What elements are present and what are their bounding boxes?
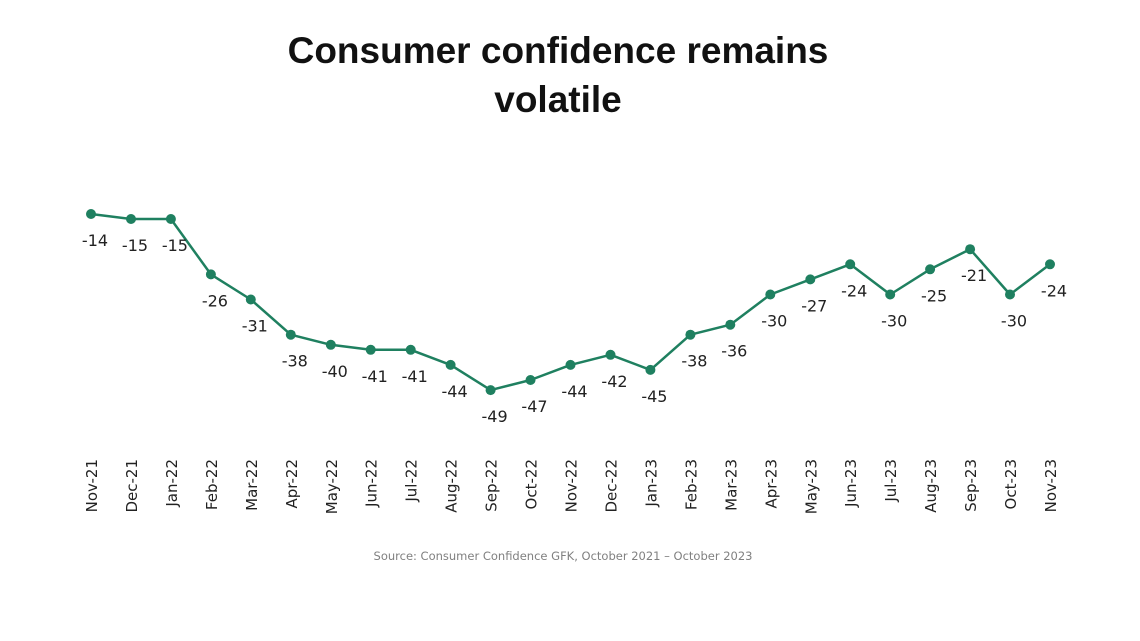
x-tick-label: Jan-22 xyxy=(163,459,181,508)
data-label: -44 xyxy=(442,382,468,401)
data-point xyxy=(845,259,856,270)
source-note: Source: Consumer Confidence GFK, October… xyxy=(373,549,753,563)
data-label: -30 xyxy=(761,312,787,331)
x-tick-label: Mar-23 xyxy=(722,459,740,511)
data-label: -41 xyxy=(402,367,428,386)
x-tick-label: Sep-23 xyxy=(962,459,980,512)
data-point xyxy=(725,319,736,330)
data-label: -25 xyxy=(921,286,947,305)
x-tick-label: Feb-22 xyxy=(203,459,221,510)
data-point xyxy=(126,214,136,224)
data-label: -30 xyxy=(881,312,907,331)
data-point xyxy=(86,209,96,219)
x-tick-label: Nov-21 xyxy=(83,459,101,512)
data-label: -41 xyxy=(362,367,388,386)
data-point xyxy=(165,214,176,224)
x-tick-label: Nov-22 xyxy=(563,459,581,512)
data-point xyxy=(485,385,496,396)
data-label: -15 xyxy=(162,236,188,255)
x-tick-label: Dec-21 xyxy=(123,459,141,513)
x-tick-label: Aug-23 xyxy=(922,459,940,513)
chart-title-line-1: Consumer confidence remains xyxy=(287,30,829,71)
data-point xyxy=(365,344,376,355)
x-tick-label: Sep-22 xyxy=(483,459,501,512)
data-label: -38 xyxy=(681,352,707,371)
data-label: -30 xyxy=(1001,312,1027,331)
data-label: -42 xyxy=(601,372,627,391)
data-label: -36 xyxy=(721,342,747,361)
data-point xyxy=(925,264,936,275)
data-point xyxy=(525,375,536,385)
data-label: -21 xyxy=(961,266,987,285)
data-point xyxy=(405,344,416,355)
data-point xyxy=(805,274,816,285)
data-point xyxy=(325,339,336,350)
data-point xyxy=(445,359,456,370)
data-point xyxy=(965,244,976,255)
data-label: -40 xyxy=(322,362,348,381)
x-tick-label: Aug-22 xyxy=(443,459,461,513)
x-tick-label: Jan-23 xyxy=(642,459,660,508)
data-point xyxy=(645,364,656,375)
x-tick-label: Nov-23 xyxy=(1042,459,1060,512)
x-tick-label: May-22 xyxy=(323,459,341,514)
x-tick-label: Jun-22 xyxy=(363,459,381,508)
data-point xyxy=(245,294,256,305)
x-tick-label: Oct-22 xyxy=(523,459,541,509)
x-tick-label: Jun-23 xyxy=(842,459,860,508)
data-label: -27 xyxy=(801,296,827,315)
data-label: -24 xyxy=(841,281,867,300)
data-label: -49 xyxy=(482,407,508,426)
data-point xyxy=(285,329,296,340)
x-tick-label: Mar-22 xyxy=(243,459,261,511)
data-label: -31 xyxy=(242,317,268,336)
data-point xyxy=(765,289,776,300)
data-label: -38 xyxy=(282,352,308,371)
data-point xyxy=(605,349,616,360)
data-label: -26 xyxy=(202,291,228,310)
x-tick-label: Apr-22 xyxy=(283,459,301,509)
data-point xyxy=(685,329,696,340)
x-tick-label: Oct-23 xyxy=(1002,459,1020,509)
x-tick-label: Dec-22 xyxy=(603,459,621,513)
data-label: -44 xyxy=(561,382,587,401)
x-tick-label: May-23 xyxy=(802,459,820,514)
data-label: -14 xyxy=(82,231,108,250)
data-point xyxy=(885,289,896,300)
chart-title: Consumer confidence remains volatile xyxy=(0,26,1116,124)
data-point xyxy=(565,359,576,370)
data-label: -24 xyxy=(1041,281,1067,300)
data-point xyxy=(1005,289,1015,300)
x-tick-label: Apr-23 xyxy=(762,459,780,509)
x-tick-label: Jul-22 xyxy=(403,459,421,503)
data-label: -15 xyxy=(122,236,148,255)
data-point xyxy=(205,269,216,280)
x-tick-label: Feb-23 xyxy=(682,459,700,510)
data-point xyxy=(1045,259,1055,270)
x-tick-label: Jul-23 xyxy=(882,459,900,503)
chart-title-line-2: volatile xyxy=(494,79,622,120)
data-label: -45 xyxy=(641,387,667,406)
data-label: -47 xyxy=(521,397,547,416)
